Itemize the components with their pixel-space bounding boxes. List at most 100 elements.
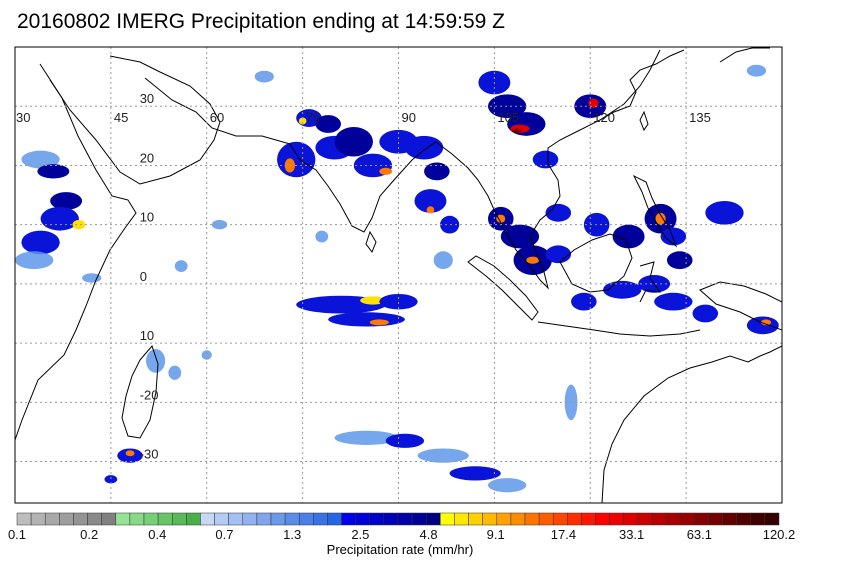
colorbar-cell <box>327 512 342 526</box>
graticule-labels: 30 45 60 75 90 105 120 135 30 20 10 0 10 -20 -30 <box>16 91 711 461</box>
colorbar-cell <box>609 512 625 526</box>
colorbar-cell <box>73 512 88 526</box>
colorbar-cell <box>510 512 526 526</box>
graticule <box>15 47 782 503</box>
coastline-sri-lanka <box>365 230 377 254</box>
colorbar-cell <box>369 512 385 526</box>
precipitation-layer <box>15 64 779 493</box>
colorbar-cell <box>44 512 60 526</box>
colorbar-cell <box>228 512 244 526</box>
longitude-label: 90 <box>402 110 416 125</box>
precip-cell <box>174 260 188 273</box>
colorbar-cell <box>567 512 582 526</box>
precip-cell <box>655 212 666 225</box>
colorbar-cell <box>313 512 328 526</box>
precip-cell <box>385 433 425 448</box>
precip-cell <box>705 200 744 225</box>
map-frame <box>14 46 783 504</box>
precip-cell <box>15 251 54 270</box>
colorbar-cell <box>722 512 737 526</box>
precip-cell <box>532 150 559 169</box>
precip-cell <box>298 117 307 125</box>
coastline-java <box>537 321 701 337</box>
precip-cell <box>545 203 572 222</box>
coastline-arabia <box>49 55 221 185</box>
precip-cell <box>50 192 83 210</box>
colorbar-cell <box>623 512 639 526</box>
precip-cell <box>201 350 212 360</box>
precip-cell <box>284 158 295 173</box>
colorbar-cell <box>383 512 399 526</box>
precip-cell <box>369 319 389 326</box>
precip-cell <box>746 64 767 77</box>
colorbar-cell <box>454 512 469 526</box>
colorbar-cell <box>256 512 272 526</box>
colorbar-tick-label: 33.1 <box>619 527 644 542</box>
colorbar-cell <box>200 512 215 526</box>
precip-cell <box>21 150 60 169</box>
colorbar-cell <box>637 512 653 526</box>
precip-cell <box>334 126 373 157</box>
precip-cell <box>211 219 228 230</box>
colorbar-cell <box>764 512 780 526</box>
precip-cell <box>433 251 453 270</box>
colorbar-cell <box>214 512 229 526</box>
precip-cell <box>760 319 772 326</box>
precip-cell <box>168 365 182 380</box>
latitude-label: 10 <box>140 328 154 343</box>
colorbar-tick-label: 9.1 <box>487 527 505 542</box>
colorbar-cell <box>651 512 667 526</box>
precip-cell <box>426 206 435 214</box>
precip-cell <box>417 448 469 463</box>
colorbar-cell <box>157 512 173 526</box>
coastline-china <box>599 49 685 121</box>
precip-cell <box>104 475 118 484</box>
precip-cell <box>545 245 572 264</box>
colorbar-cell <box>552 512 568 526</box>
precip-cell <box>72 219 86 230</box>
latitude-label: 20 <box>140 150 154 165</box>
latitude-label: 30 <box>140 91 154 106</box>
precip-cell <box>82 273 102 283</box>
colorbar-cell <box>468 512 483 526</box>
coastline-philippines <box>632 174 678 248</box>
colorbar-cell <box>143 512 159 526</box>
latitude-label: -30 <box>140 447 159 462</box>
latitude-label: -20 <box>140 387 159 402</box>
colorbar-tick-label: 1.3 <box>283 527 301 542</box>
map-title: 20160802 IMERG Precipitation ending at 1… <box>17 10 505 33</box>
colorbar-tick-labels: 0.1 0.2 0.4 0.7 1.3 2.5 4.8 9.1 17.4 33.1 63.1 120.… <box>8 527 795 542</box>
colorbar-cell <box>736 512 752 526</box>
colorbar-cell <box>87 512 102 526</box>
coastline-borneo <box>559 233 633 293</box>
coastline-sumatra <box>467 255 539 321</box>
longitude-label: 135 <box>689 110 711 125</box>
colorbar-tick-label: 120.2 <box>763 527 796 542</box>
colorbar-cell <box>708 512 723 526</box>
precip-cell <box>37 164 70 179</box>
precip-cell <box>254 70 274 83</box>
precip-cell <box>487 94 527 119</box>
colorbar-cell <box>496 512 512 526</box>
coastline-persian-gulf <box>144 77 291 145</box>
longitude-label: 75 <box>306 110 320 125</box>
colorbar-tick-label: 0.4 <box>148 527 166 542</box>
colorbar-tick-label: 0.1 <box>8 527 26 542</box>
precip-cell <box>692 304 719 323</box>
precip-cell <box>424 162 450 181</box>
colorbar-cell <box>581 512 596 526</box>
precip-cell <box>654 292 693 311</box>
precip-cell <box>379 167 393 175</box>
precip-cell <box>146 349 166 373</box>
precip-cell <box>334 430 399 445</box>
coastline-sulawesi <box>639 261 662 303</box>
colorbar-tick-label: 4.8 <box>420 527 438 542</box>
colorbar-cells <box>16 512 780 526</box>
coastline-australia <box>601 345 782 503</box>
latitude-label: 10 <box>140 210 154 225</box>
precip-cell <box>449 466 501 481</box>
longitude-label: 60 <box>210 110 224 125</box>
colorbar-cell <box>115 512 131 526</box>
